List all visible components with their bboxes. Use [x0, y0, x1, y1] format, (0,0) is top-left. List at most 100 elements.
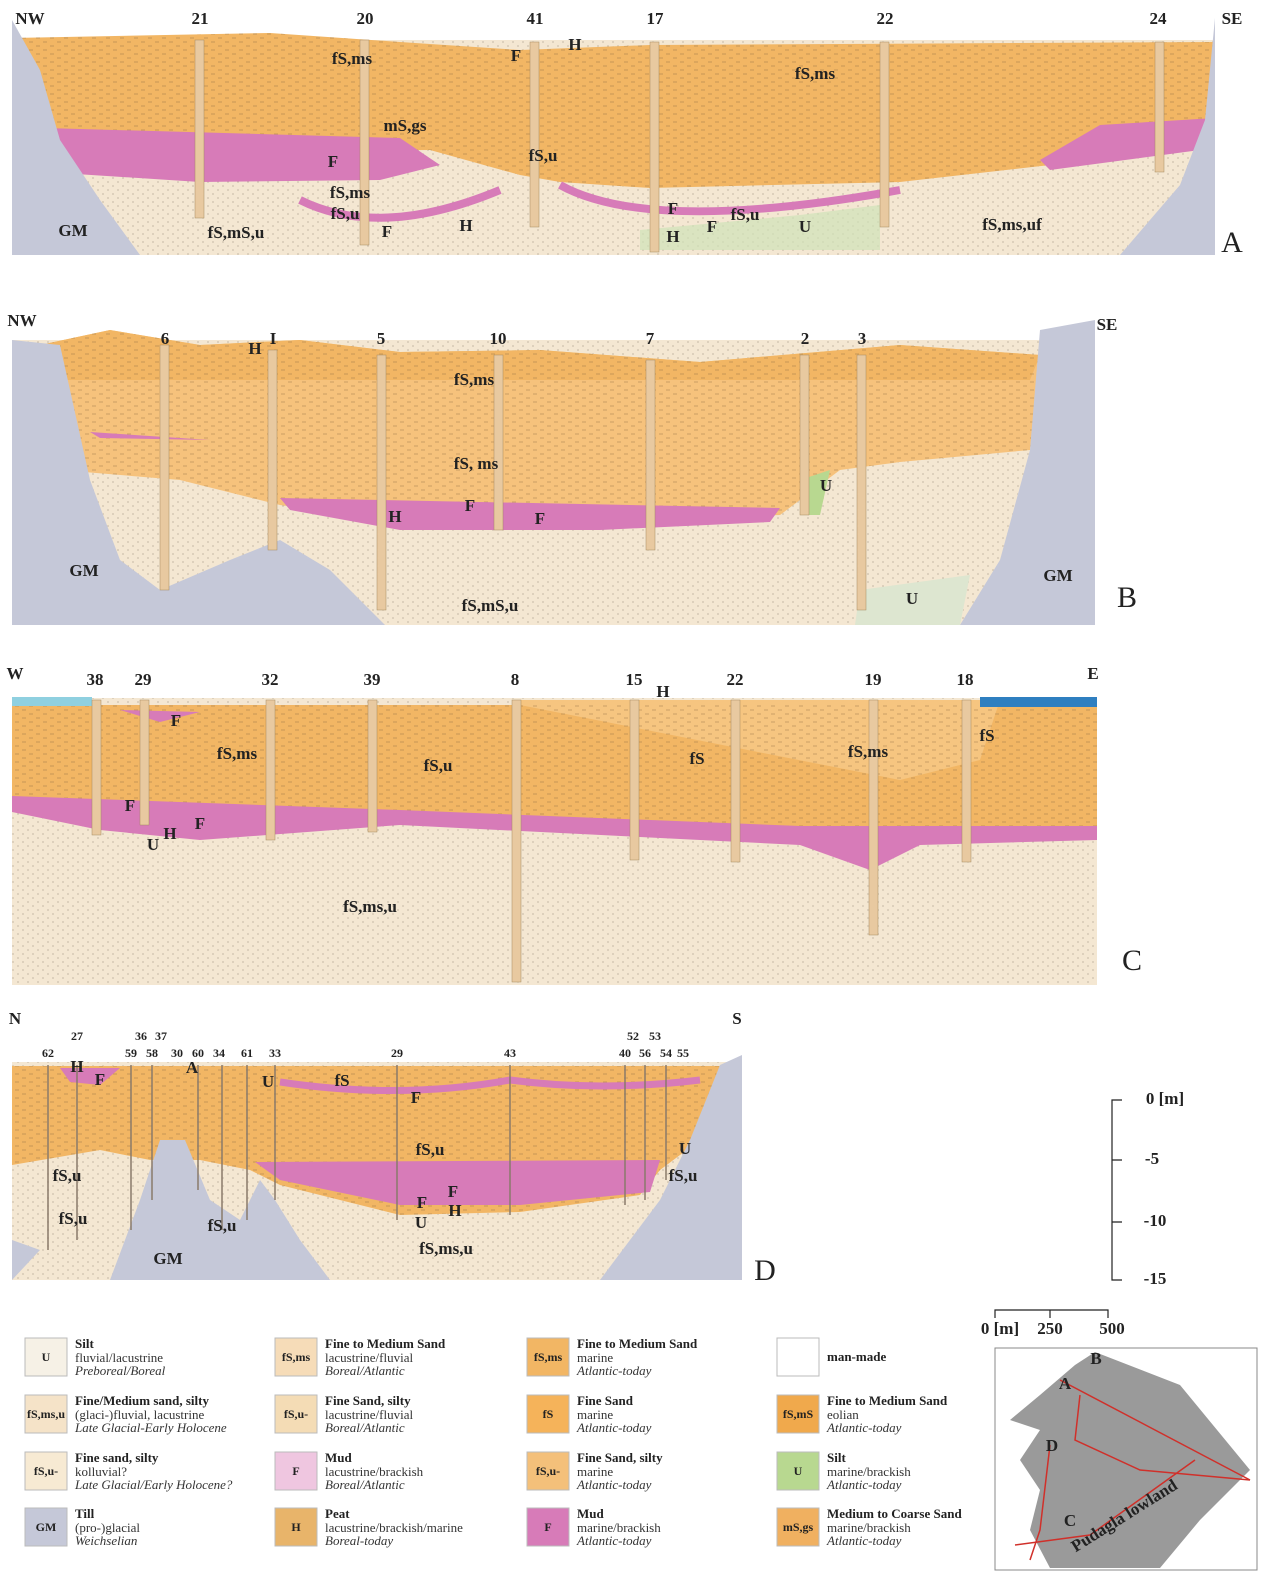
unit-label: fS,ms: [454, 370, 495, 389]
unit-label: fS,ms: [332, 49, 373, 68]
unit-label: F: [328, 152, 338, 171]
legend-line: Atlantic-today: [576, 1533, 652, 1548]
unit-label: fS, ms: [454, 454, 499, 473]
legend-swatch: [776, 1337, 820, 1377]
legend-title: Fine to Medium Sand: [827, 1393, 948, 1408]
legend-title: Silt: [75, 1336, 94, 1351]
borehole-label: 54: [660, 1046, 672, 1060]
unit-label: H: [666, 227, 679, 246]
unit-label: H: [568, 35, 581, 54]
borehole-label: 56: [639, 1046, 651, 1060]
legend-line: Boreal/Atlantic: [325, 1363, 405, 1378]
borehole-label: 15: [626, 670, 643, 689]
legend-code: H: [291, 1520, 301, 1534]
legend-code: F: [292, 1464, 299, 1478]
unit-label: F: [171, 711, 181, 730]
legend-code: GM: [36, 1520, 57, 1534]
legend-title: Fine/Medium sand, silty: [75, 1393, 209, 1408]
section-d: [12, 1055, 742, 1280]
legend-swatch: [24, 1507, 68, 1547]
horizontal-scale-label: 500: [1099, 1319, 1125, 1338]
legend-line: Weichselian: [75, 1533, 137, 1548]
unit-label: F: [707, 217, 717, 236]
legend-title: Mud: [577, 1506, 605, 1521]
borehole-label: 29: [391, 1046, 403, 1060]
legend-code: fS,u-: [284, 1407, 308, 1421]
legend-title: Mud: [325, 1450, 353, 1465]
legend-line: marine/brackish: [827, 1520, 911, 1535]
legend-line: Atlantic-today: [826, 1533, 902, 1548]
horizontal-scale-label: 0 [m]: [981, 1319, 1019, 1338]
legend-line: Boreal/Atlantic: [325, 1477, 405, 1492]
borehole-label: 27: [71, 1029, 83, 1043]
unit-label: fS,u: [424, 756, 453, 775]
legend-code: fS,u-: [34, 1464, 58, 1478]
unit-label: H: [388, 507, 401, 526]
borehole-label: 17: [647, 9, 665, 28]
unit-label: U: [906, 589, 918, 608]
legend-swatch: [776, 1394, 820, 1434]
legend-line: marine/brackish: [577, 1520, 661, 1535]
unit-label: fS,ms,uf: [982, 215, 1042, 234]
unit-label: fS: [689, 749, 704, 768]
unit-label: U: [679, 1139, 691, 1158]
borehole-label: 61: [241, 1046, 253, 1060]
section-c: [12, 697, 1097, 985]
unit-label: H: [248, 339, 261, 358]
legend-swatch: [274, 1394, 318, 1434]
legend-swatch: [776, 1507, 820, 1547]
borehole-label: 2: [801, 329, 810, 348]
borehole-label: 36: [135, 1029, 147, 1043]
borehole-label: 18: [957, 670, 974, 689]
unit-label: H: [163, 824, 176, 843]
borehole-label: 41: [527, 9, 544, 28]
legend-swatch: [24, 1394, 68, 1434]
unit-label: H: [656, 682, 669, 701]
borehole-label: 6: [161, 329, 170, 348]
borehole-label: 62: [42, 1046, 54, 1060]
panel-letter: D: [754, 1254, 776, 1287]
direction-left: N: [9, 1009, 22, 1028]
unit-label: GM: [1043, 566, 1072, 585]
borehole-label: 40: [619, 1046, 631, 1060]
borehole-label: 55: [677, 1046, 689, 1060]
legend-line: fluvial/lacustrine: [75, 1350, 163, 1365]
unit-label: U: [799, 217, 811, 236]
map-label: C: [1064, 1511, 1076, 1530]
unit-label: fS,ms: [795, 64, 836, 83]
borehole-label: 7: [646, 329, 655, 348]
unit-label: fS,u: [731, 205, 760, 224]
till: [12, 20, 140, 255]
unit-label: mS,gs: [384, 116, 427, 135]
borehole-label: 22: [877, 9, 894, 28]
direction-right: E: [1087, 664, 1098, 683]
map-label: B: [1090, 1349, 1101, 1368]
legend-title: man-made: [827, 1349, 886, 1364]
borehole-label: 52: [627, 1029, 639, 1043]
map-label: A: [1059, 1374, 1072, 1393]
unit-label: F: [411, 1088, 421, 1107]
borehole-label: 30: [171, 1046, 183, 1060]
unit-label: fS,u: [416, 1140, 445, 1159]
unit-label: A: [186, 1058, 199, 1077]
legend-title: Peat: [325, 1506, 350, 1521]
legend-swatch: [526, 1394, 570, 1434]
vertical-scale-label: 0 [m]: [1146, 1089, 1184, 1108]
legend-swatch: [776, 1451, 820, 1491]
borehole-label: 53: [649, 1029, 661, 1043]
unit-label: U: [820, 476, 832, 495]
legend-title: Medium to Coarse Sand: [827, 1506, 962, 1521]
section-a: [12, 18, 1215, 255]
legend-line: (glaci-)fluvial, lacustrine: [75, 1407, 204, 1422]
unit-label: fS,ms: [330, 183, 371, 202]
borehole-label: I: [270, 329, 277, 348]
unit-label: fS,u: [529, 146, 558, 165]
legend-code: fS,u-: [536, 1464, 560, 1478]
legend-swatch: [526, 1507, 570, 1547]
legend-swatch: [24, 1451, 68, 1491]
legend-title: Fine to Medium Sand: [325, 1336, 446, 1351]
borehole-label: 3: [858, 329, 867, 348]
legend-line: Preboreal/Boreal: [74, 1363, 166, 1378]
unit-label: F: [448, 1182, 458, 1201]
